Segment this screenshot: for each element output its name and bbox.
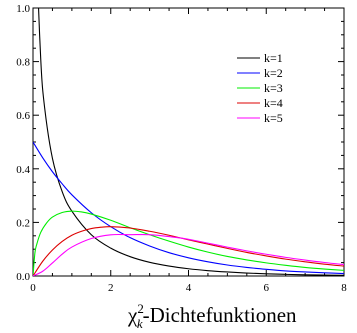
y-tick-label: 0.6 bbox=[16, 110, 30, 122]
curve-k5 bbox=[33, 233, 344, 276]
x-tick-label: 2 bbox=[108, 282, 114, 294]
x-tick-label: 8 bbox=[341, 282, 347, 294]
legend-label-k3: k=3 bbox=[264, 81, 283, 95]
x-tick-label: 4 bbox=[186, 282, 192, 294]
plot-frame bbox=[32, 7, 345, 277]
caption-superscript: 2 bbox=[137, 301, 144, 316]
caption-symbol: χ bbox=[127, 303, 138, 327]
y-tick-label: 0.8 bbox=[16, 57, 30, 69]
legend-label-k4: k=4 bbox=[264, 96, 283, 110]
caption-subscript: k bbox=[137, 316, 143, 331]
legend: k=1k=2k=3k=4k=5 bbox=[237, 51, 283, 125]
x-tick-label: 0 bbox=[30, 282, 36, 294]
axis-tick-labels: 0 2 4 6 8 0.0 0.2 0.4 0.6 0.8 1.0 bbox=[16, 3, 347, 294]
y-tick-label: 0.0 bbox=[16, 271, 30, 283]
curve-k1 bbox=[38, 8, 344, 276]
legend-label-k1: k=1 bbox=[264, 51, 283, 65]
chart-caption: χ2 k-Dichtefunktionen bbox=[127, 301, 297, 331]
density-curves bbox=[33, 8, 344, 276]
x-tick-label: 6 bbox=[264, 282, 270, 294]
legend-label-k5: k=5 bbox=[264, 111, 283, 125]
y-tick-label: 1.0 bbox=[16, 3, 30, 15]
y-tick-label: 0.2 bbox=[16, 217, 30, 229]
axis-ticks bbox=[32, 7, 345, 277]
caption-text: -Dichtefunktionen bbox=[143, 303, 297, 327]
curve-k4 bbox=[33, 226, 344, 276]
y-tick-label: 0.4 bbox=[16, 164, 30, 176]
curve-k2 bbox=[33, 141, 344, 275]
legend-label-k2: k=2 bbox=[264, 66, 283, 80]
